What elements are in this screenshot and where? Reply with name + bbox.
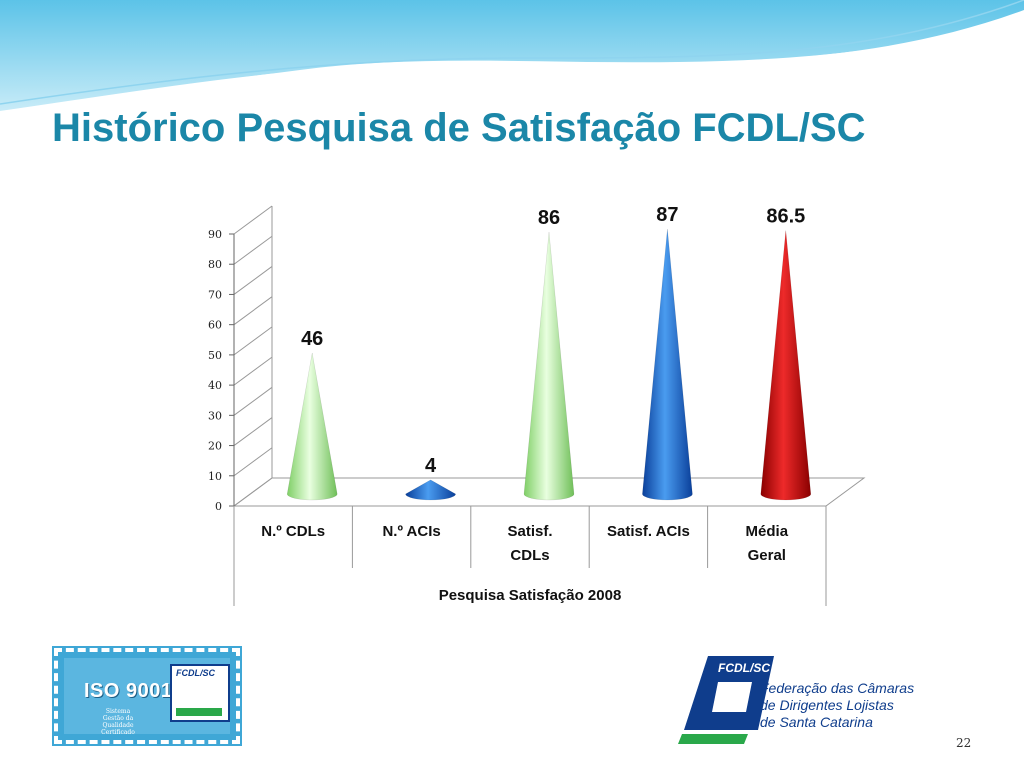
iso-9001-logo: ISO 9001 FCDL/SC Sistema Gestão da Quali… (52, 646, 242, 746)
iso-fcdl-badge: FCDL/SC (170, 664, 230, 722)
grid-diagonal (233, 417, 273, 446)
cone-bar (523, 232, 575, 501)
y-tick-label: 0 (215, 500, 222, 513)
page-number: 22 (956, 736, 972, 750)
category-label: N.º ACIs (382, 523, 440, 540)
grid-diagonal (233, 296, 273, 326)
category-label: CDLs (510, 547, 549, 564)
y-tick-label: 30 (208, 409, 222, 422)
iso-caption: Sistema Gestão da Qualidade Certificado (101, 708, 135, 736)
y-tick-label: 40 (208, 379, 222, 392)
grid-lines (232, 205, 866, 507)
cone-bars (286, 229, 812, 501)
x-axis-label: Pesquisa Satisfação 2008 (439, 587, 622, 604)
category-label: Média (746, 523, 789, 540)
y-tick-label: 10 (208, 470, 222, 483)
value-axis: 0 10 20 30 40 50 60 70 80 90 (208, 228, 235, 513)
cone-bar (760, 230, 812, 501)
grid-diagonal (233, 326, 273, 356)
grid-diagonal (233, 235, 273, 265)
slide-title: Histórico Pesquisa de Satisfação FCDL/SC (52, 106, 866, 150)
grid-diagonal (233, 205, 273, 235)
data-label: 87 (656, 204, 678, 226)
category-label: N.º CDLs (261, 523, 325, 540)
data-labels: 46 4 86 87 86.5 (301, 204, 805, 477)
category-label: Satisf. ACIs (607, 523, 690, 540)
y-tick-label: 90 (208, 228, 222, 241)
satisfaction-chart: 0 10 20 30 40 50 60 70 80 90 46 4 86 87 86.5 N.º CDLs… (208, 204, 866, 606)
data-label: 86 (538, 207, 560, 229)
data-label: 46 (301, 328, 323, 350)
chart-floor (232, 477, 866, 507)
grid-diagonal (233, 447, 273, 477)
data-label: 4 (425, 455, 437, 477)
category-label: Satisf. (507, 523, 552, 540)
y-tick-label: 50 (208, 349, 222, 362)
grid-diagonal (233, 266, 273, 295)
grid-diagonal (233, 386, 273, 416)
y-tick-label: 20 (208, 440, 222, 453)
iso-9001-text: ISO 9001 (84, 680, 173, 702)
y-tick-label: 70 (208, 288, 222, 301)
cone-bar (286, 352, 338, 501)
fcdl-name: Federação das Câmaras de Dirigentes Loji… (760, 680, 915, 730)
category-table: N.º CDLs N.º ACIs Satisf. CDLs Satisf. ACIs M… (233, 506, 827, 606)
fcdl-emblem-icon: FCDL/SC (678, 656, 774, 744)
data-label: 86.5 (766, 206, 805, 228)
header-wave-decoration (0, 0, 1024, 113)
cone-bar (405, 479, 456, 501)
category-label: Geral (748, 547, 786, 564)
y-tick-label: 80 (208, 258, 222, 271)
cone-bar (642, 229, 693, 501)
y-tick-label: 60 (208, 319, 222, 332)
fcdl-logo: FCDL/SC Federação das Câmaras de Dirigen… (678, 652, 978, 748)
grid-diagonal (233, 356, 273, 386)
svg-text:FCDL/SC: FCDL/SC (718, 661, 770, 675)
